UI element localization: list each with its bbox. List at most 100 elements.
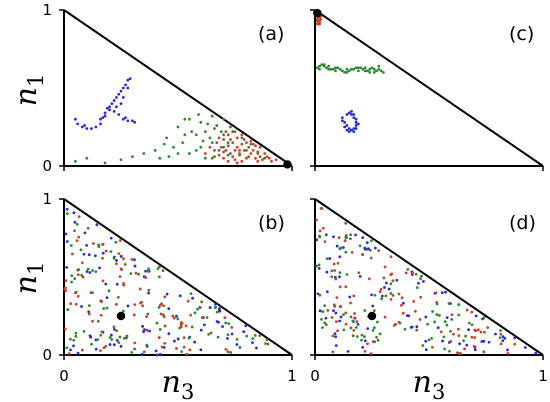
- panel-a-blue-point: [124, 83, 127, 87]
- panel-b-green-point: [72, 338, 76, 342]
- panel-d-red-point: [353, 312, 356, 315]
- panel-b-green-point: [205, 316, 209, 319]
- panel-b-red-point: [67, 352, 71, 356]
- panel-b-red-point: [157, 336, 161, 339]
- panel-d-blue-point: [387, 287, 391, 291]
- panel-b-red-point: [162, 304, 165, 308]
- panel-a-red-point: [260, 158, 264, 162]
- panel-d-blue-point: [401, 301, 405, 305]
- panel-d-green-point: [380, 297, 383, 301]
- panel-d-red-point: [318, 229, 322, 233]
- panel-b-red-point: [64, 279, 68, 283]
- panel-a-red-point: [240, 142, 244, 146]
- panel-d-blue-point: [356, 323, 360, 326]
- panel-d-red-point: [377, 249, 381, 253]
- panel-d-green-point: [372, 309, 376, 313]
- panel-d-green-point: [443, 320, 447, 324]
- panel-c-blue-point: [350, 110, 353, 113]
- panel-d-blue-point: [385, 281, 388, 285]
- panel-d-red-point: [457, 334, 461, 338]
- panel-d-red-point: [430, 345, 434, 349]
- panel-b-green-point: [108, 336, 112, 339]
- panel-b-blue-point: [94, 347, 98, 351]
- panel-d-blue-point: [383, 286, 386, 289]
- panel-a-blue-point: [99, 122, 102, 126]
- panel-d-red-point: [334, 320, 338, 324]
- panel-b-green-point: [130, 350, 134, 354]
- panel-b-blue-point: [173, 339, 176, 343]
- panel-d-red-point: [315, 218, 318, 222]
- panel-b-blue-point: [242, 330, 246, 333]
- panel-b-green-point: [158, 328, 162, 331]
- panel-b-green-point: [238, 346, 242, 349]
- panel-b-blue-point: [217, 320, 220, 324]
- panel-d-green-point: [498, 336, 502, 340]
- panel-a-red-point: [233, 158, 237, 162]
- panel-c-blue-point: [352, 130, 356, 134]
- panel-b-green-point: [253, 333, 257, 337]
- panel-b-green-point: [70, 274, 74, 277]
- panel-b-xtick-0: 0: [59, 367, 69, 385]
- panel-d-red-point: [473, 328, 477, 332]
- panel-d-blue-point: [363, 247, 367, 251]
- panel-d-blue-point: [501, 339, 505, 343]
- panel-d-red-point: [333, 269, 337, 272]
- panel-d-blue-point: [346, 350, 350, 353]
- panel-b-blue-point: [178, 294, 182, 298]
- panel-b-blue-point: [199, 348, 203, 352]
- panel-b-green-point: [200, 300, 204, 304]
- panel-a-green-point: [119, 158, 123, 162]
- panel-d-blue-point: [424, 315, 428, 319]
- panel-b-green-point: [266, 342, 270, 346]
- panel-d-green-point: [448, 349, 451, 353]
- panel-d-green-point: [415, 286, 419, 290]
- panel-b-red-point: [226, 350, 230, 354]
- panel-d-blue-point: [338, 255, 342, 259]
- panel-a-red-point: [256, 150, 260, 154]
- panel-c-green-point: [318, 64, 321, 68]
- panel-d-xtick-0: 0: [310, 367, 320, 385]
- panel-b-blue-point: [72, 211, 76, 215]
- panel-b-blue-point: [95, 223, 99, 227]
- panel-d-blue-point: [501, 335, 505, 339]
- panel-c-green-point: [366, 69, 369, 73]
- panel-b-red-point: [200, 316, 204, 320]
- panel-d-green-point: [325, 257, 329, 261]
- panel-c-hypotenuse: [314, 9, 544, 167]
- panel-b-blue-point: [65, 207, 69, 211]
- panel-a-blue-point: [121, 117, 125, 121]
- panel-b-green-point: [214, 305, 218, 309]
- panel-a-red-point: [226, 144, 230, 148]
- panel-b-xtick-1: 1: [287, 367, 297, 385]
- panel-d-blue-point: [365, 241, 369, 245]
- panel-d-red-point: [323, 240, 327, 244]
- panel-d-green-point: [482, 350, 486, 354]
- panel-d-red-point: [344, 322, 348, 326]
- panel-d-red-point: [389, 297, 393, 301]
- panel-b-green-point: [66, 212, 69, 215]
- panel-a-red-point: [224, 130, 228, 134]
- panel-c-green-point: [361, 67, 365, 71]
- panel-b-blue-point: [72, 344, 75, 348]
- panel-b-blue-point: [230, 332, 234, 336]
- panel-b-blue-point: [148, 329, 151, 333]
- panel-b-green-point: [146, 312, 150, 316]
- panel-a-red-point: [267, 156, 271, 160]
- panel-c-blue-point: [350, 128, 353, 132]
- panel-b-red-point: [64, 289, 68, 292]
- panel-d-red-point: [330, 316, 334, 319]
- panel-d-blue-point: [474, 314, 478, 318]
- panel-d-green-point: [342, 313, 345, 317]
- panel-a-green-point: [245, 149, 248, 152]
- panel-d-red-point: [456, 351, 459, 355]
- panel-b-red-point: [140, 300, 144, 304]
- panel-b-green-point: [107, 289, 111, 293]
- panel-d-red-point: [379, 287, 383, 291]
- panel-b-red-point: [115, 302, 118, 306]
- panel-a-green-point: [176, 152, 180, 155]
- panel-b-green-point: [66, 308, 70, 312]
- panel-a-green-point: [240, 136, 244, 140]
- panel-b-red-point: [171, 314, 175, 318]
- panel-d-blue-point: [328, 257, 332, 260]
- panel-d-blue-point: [324, 316, 328, 320]
